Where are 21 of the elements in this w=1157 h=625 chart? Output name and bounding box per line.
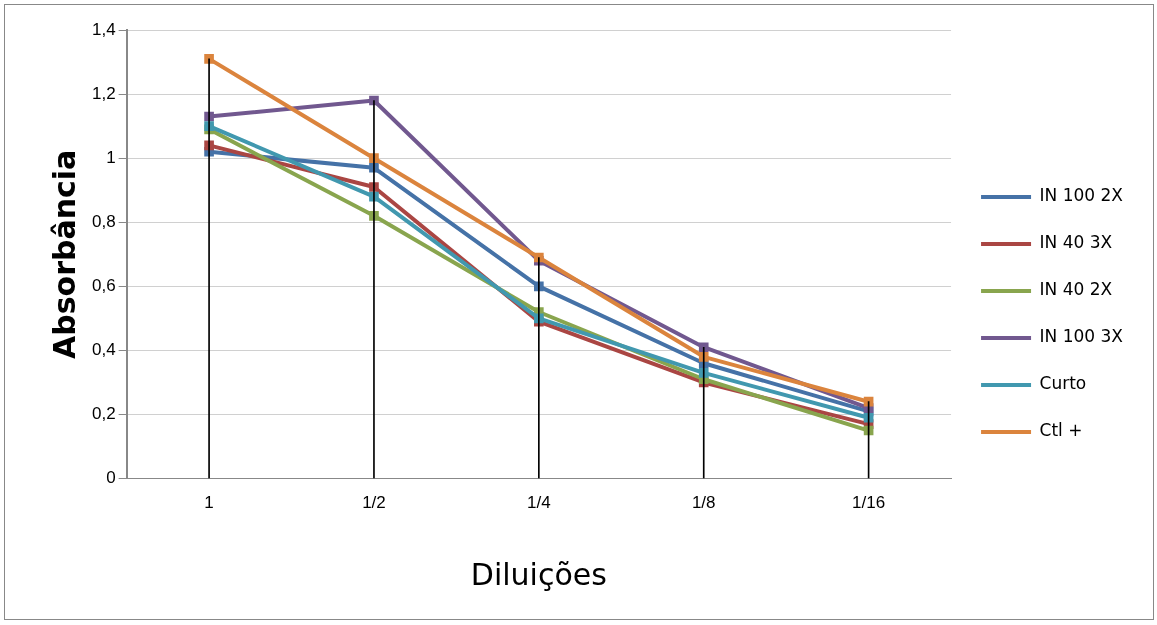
legend-label: Ctl + (1039, 420, 1083, 441)
y-tick-label: 0,8 (91, 211, 116, 231)
legend-label: IN 40 3X (1039, 232, 1113, 253)
y-tick-label: 1,4 (91, 19, 116, 39)
y-tick-label: 0,6 (91, 276, 116, 296)
y-tick-label: 1,2 (91, 83, 116, 103)
legend-label: IN 100 2X (1039, 185, 1124, 206)
y-tick-label: 0 (106, 468, 116, 488)
x-tick-label: 1/4 (527, 493, 551, 513)
x-tick-label: 1/8 (691, 493, 716, 513)
y-axis-title: Absorbância (46, 149, 82, 359)
y-tick-label: 1 (106, 147, 116, 167)
x-tick-label: 1 (204, 493, 214, 513)
x-axis-title: Diluições (470, 556, 607, 592)
legend-label: Curto (1039, 373, 1087, 394)
legend-label: IN 100 3X (1039, 326, 1124, 347)
x-tick-label: 1/16 (852, 493, 886, 513)
legend-label: IN 40 2X (1039, 279, 1113, 300)
x-tick-label: 1/2 (362, 493, 386, 513)
y-tick-label: 0,2 (91, 404, 116, 424)
y-tick-label: 0,4 (91, 340, 116, 360)
